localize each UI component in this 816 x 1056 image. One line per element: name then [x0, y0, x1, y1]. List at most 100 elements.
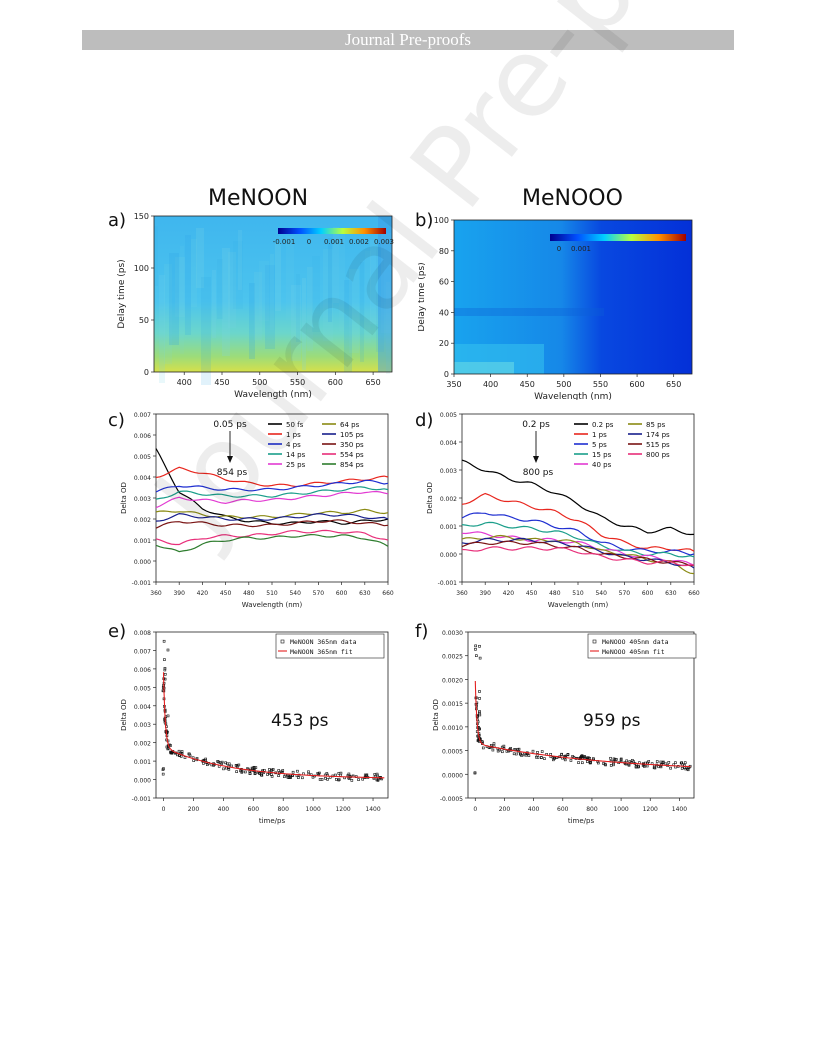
- legend-d-label: 0.2 ps: [592, 421, 614, 429]
- kinetics-e-point: [334, 773, 337, 777]
- spectra-c-xtick-label: 390: [173, 590, 185, 597]
- kinetics-f-point: [566, 753, 570, 756]
- kinetics-e-point: [253, 772, 257, 776]
- kinetics-f-point: [604, 763, 607, 767]
- heatmap-a-texture: [270, 254, 274, 330]
- kinetics-f-point: [492, 742, 496, 745]
- kinetics-e-point: [253, 767, 256, 770]
- kinetics-e-ytick-label: 0.004: [134, 704, 151, 711]
- kinetics-e-point: [376, 779, 380, 782]
- spectra-c-ytick-label: -0.001: [132, 580, 152, 587]
- kinetics-e-point: [163, 658, 166, 661]
- kinetics-e-xtick-label: 1000: [306, 806, 321, 813]
- spectra-c-xtick-label: 660: [382, 590, 394, 597]
- kinetics-f-xtick-label: 200: [499, 806, 511, 813]
- legend-c-label: 50 fs: [286, 421, 304, 429]
- kinetics-e-point: [227, 768, 231, 771]
- heatmap-a-xtick-label: 550: [290, 378, 305, 387]
- kinetics-f-point: [540, 750, 544, 753]
- kinetics-f-ytick-label: 0.0000: [442, 772, 463, 779]
- heatmap-b-frame: [453, 219, 693, 375]
- kinetics-f-point: [683, 761, 687, 764]
- title-menooo: MeNOOO: [522, 186, 623, 211]
- legend-d-label: 800 ps: [646, 451, 670, 459]
- legend-f-box: [587, 633, 697, 659]
- heatmap-a-ylabel: Delay time (ps): [117, 259, 127, 328]
- heatmap-a-texture: [185, 235, 191, 335]
- spectra-c-xtick-label: 540: [289, 590, 301, 597]
- annotation-d-arrowhead: [533, 456, 539, 463]
- kinetics-e-point: [163, 668, 167, 672]
- kinetics-f-point: [478, 656, 482, 660]
- spectrum-c-series: [155, 486, 389, 500]
- kinetics-f-point: [609, 756, 612, 760]
- heatmap-a-texture: [217, 259, 223, 319]
- kinetics-e-point: [163, 667, 167, 670]
- spectra-c-ytick-label: 0.003: [134, 496, 151, 503]
- spectra-c-xtick-label: 600: [336, 590, 348, 597]
- kinetics-e-point: [161, 772, 165, 776]
- annotation-d-top: 0.2 ps: [522, 420, 550, 430]
- spectrum-d-series: [461, 521, 695, 558]
- panel-label-d: d): [415, 410, 434, 431]
- spectra-d-ytick-label: 0.005: [440, 412, 457, 419]
- kinetics-f-point: [474, 644, 477, 648]
- heatmap-b-ytick-label: 0: [444, 370, 449, 379]
- spectra-d-ytick-label: 0.004: [440, 440, 457, 447]
- spectra-d-xtick-label: 360: [456, 590, 468, 597]
- kinetics-e-point: [301, 776, 304, 780]
- heatmap-b-xtick-label: 550: [593, 380, 608, 389]
- kinetics-e-point: [289, 775, 292, 778]
- heatmap-b-xtick-label: 450: [520, 380, 535, 389]
- legend-d-label: 85 ps: [646, 421, 666, 429]
- heatmap-a-texture: [365, 251, 371, 343]
- legend-f-fit-label: MeNOOO 405nm fit: [602, 648, 665, 656]
- kinetics-f-point: [597, 761, 600, 765]
- kinetics-f-ytick-label: 0.0015: [442, 701, 463, 708]
- kinetics-e-frame: [155, 631, 389, 799]
- heatmap-b-ylabel: Delay time (ps): [418, 262, 427, 331]
- colorbar-b-label: 0: [557, 245, 561, 253]
- kinetics-f-xtick-label: 800: [586, 806, 598, 813]
- heatmap-b-ytick-label: 80: [439, 247, 449, 256]
- spectrum-d-series: [461, 534, 695, 575]
- heatmap-a-texture: [259, 261, 269, 321]
- panel-label-e: e): [108, 621, 127, 642]
- heatmap-a-texture: [238, 230, 242, 290]
- kinetics-e-point: [262, 768, 266, 772]
- kinetics-f-ytick-label: 0.0030: [442, 630, 463, 637]
- spectrum-c-series: [155, 479, 389, 493]
- kinetics-f-point: [589, 760, 592, 764]
- kinetics-f-xtick-label: 1000: [613, 806, 628, 813]
- kinetics-f-point: [655, 760, 659, 763]
- kinetics-e-point: [254, 771, 257, 775]
- heatmap-a-texture: [386, 282, 390, 374]
- spectrum-d-series: [461, 546, 695, 567]
- kinetics-f-point: [580, 761, 584, 765]
- legend-e-data-label: MeNOON 365nm data: [290, 638, 357, 646]
- kinetics-e-point: [270, 775, 274, 778]
- kinetics-f-point: [478, 697, 481, 700]
- kinetics-f-point: [636, 765, 640, 769]
- kinetics-e-point: [365, 773, 369, 777]
- heatmap-a-ytick-label: 100: [134, 264, 149, 273]
- kinetics-f-point: [531, 749, 535, 753]
- kinetics-e-point: [291, 770, 295, 774]
- heatmap-b-xtick-label: 350: [446, 380, 461, 389]
- heatmap-a-texture: [370, 240, 378, 324]
- colorbar-a: [278, 228, 386, 234]
- title-menoon: MeNOON: [208, 186, 309, 211]
- kinetics-e-point: [258, 772, 262, 775]
- kinetics-e-xtick-label: 0: [162, 806, 166, 813]
- spectra-d-xtick-label: 480: [549, 590, 561, 597]
- kinetics-e-point: [177, 749, 181, 753]
- spectrum-c-series: [155, 519, 389, 529]
- heatmap-a-texture: [302, 278, 306, 370]
- kinetics-e-point: [347, 772, 351, 776]
- spectra-c-ylabel: Delta OD: [120, 482, 128, 514]
- kinetics-f-point: [519, 753, 522, 756]
- heatmap-a-texture: [159, 275, 165, 383]
- kinetics-f: 0 200 400 600 800 1000 1200 1400 -0.0005 0.0000 0.…: [432, 630, 697, 825]
- kinetics-e-point: [224, 761, 227, 765]
- kinetics-e-ytick-label: 0.003: [134, 722, 151, 729]
